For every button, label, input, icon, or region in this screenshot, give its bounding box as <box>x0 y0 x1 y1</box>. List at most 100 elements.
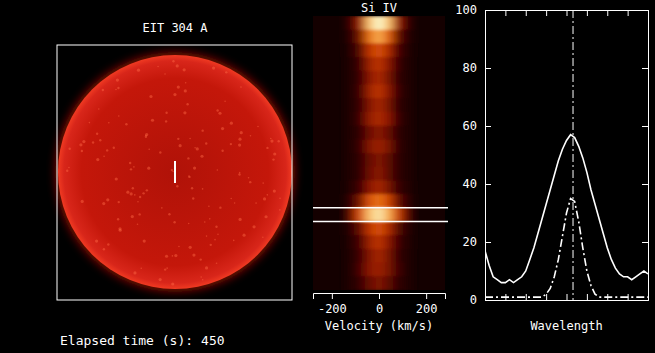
sun-speckle <box>217 233 219 235</box>
sun-speckle <box>219 206 221 208</box>
sun-speckle <box>230 122 233 125</box>
cell <box>355 194 364 208</box>
cell <box>403 167 412 181</box>
tick <box>526 294 527 300</box>
tick <box>607 10 608 16</box>
sun-speckle <box>216 262 218 264</box>
cell <box>346 98 355 112</box>
cell <box>393 139 402 153</box>
sun-speckle <box>103 248 105 250</box>
sun-speckle <box>204 221 206 223</box>
sun-speckle <box>177 85 180 88</box>
sun-speckle <box>240 86 242 88</box>
sun-speckle <box>115 89 117 91</box>
sun-speckle <box>177 138 179 140</box>
sun-speckle <box>205 266 208 269</box>
cell <box>403 208 412 222</box>
tick-mark <box>485 184 491 185</box>
sun-speckle <box>176 185 178 187</box>
tick <box>526 10 527 16</box>
sun-speckle <box>140 267 142 269</box>
sun-speckle <box>272 158 274 160</box>
cell <box>374 98 383 112</box>
cell <box>374 126 383 140</box>
cell <box>365 16 374 30</box>
panel-title: Si IV <box>361 1 397 15</box>
profile-panel: 020406080100Wavelength <box>455 3 648 333</box>
cell <box>365 43 374 57</box>
cell <box>365 85 374 99</box>
image-frame <box>57 45 292 300</box>
cell <box>384 194 393 208</box>
sun-speckle <box>115 177 118 180</box>
cell <box>374 222 383 236</box>
sun-speckle <box>192 197 194 199</box>
cell <box>403 43 412 57</box>
tick-mark <box>485 10 486 16</box>
cell <box>346 71 355 85</box>
cell <box>365 208 374 222</box>
cell <box>393 126 402 140</box>
sun-speckle <box>230 198 232 200</box>
cell <box>374 153 383 167</box>
sun-speckle <box>168 213 170 215</box>
cell <box>374 194 383 208</box>
cell <box>374 263 383 277</box>
sun-speckle <box>221 150 223 152</box>
sun-speckle <box>215 226 217 228</box>
cells <box>346 16 412 290</box>
tick: -200 <box>318 293 347 316</box>
cell <box>355 98 364 112</box>
sun-speckle <box>130 168 132 170</box>
tick <box>567 10 568 16</box>
cell <box>355 235 364 249</box>
sun-speckle <box>234 202 236 204</box>
sun-speckle <box>98 108 100 110</box>
sun-speckle <box>103 156 105 158</box>
cell <box>403 85 412 99</box>
tick-mark <box>485 126 491 127</box>
cell <box>346 57 355 71</box>
elapsed-time: Elapsed time (s):450 <box>60 333 225 348</box>
cell <box>393 57 402 71</box>
profile-line <box>485 135 648 283</box>
tick-mark <box>642 242 648 243</box>
cell <box>346 180 355 194</box>
cell <box>403 57 412 71</box>
sun-speckle <box>95 239 98 242</box>
sun-speckle <box>165 255 168 258</box>
tick-label: 200 <box>416 302 438 316</box>
tick <box>505 10 506 16</box>
cell <box>365 222 374 236</box>
sun-speckle <box>159 278 162 281</box>
sun-speckle <box>277 140 279 142</box>
sun-speckle <box>224 101 226 103</box>
image-panel: EIT 304 AElapsed time (s):450 <box>55 21 295 348</box>
tick <box>485 10 486 16</box>
sun-speckle <box>132 187 134 189</box>
sun-speckle <box>240 131 243 134</box>
plot-background <box>313 16 445 290</box>
tick <box>642 184 648 185</box>
sun-speckle <box>171 282 174 285</box>
cell <box>365 235 374 249</box>
cell <box>346 208 355 222</box>
sun-speckle <box>113 147 115 149</box>
cell <box>384 180 393 194</box>
sun-speckle <box>159 151 161 153</box>
tick-label: 0 <box>376 302 383 316</box>
cell <box>384 112 393 126</box>
sun-speckle <box>165 112 167 114</box>
sun-speckle <box>137 223 139 225</box>
cell <box>384 43 393 57</box>
sun-speckle <box>118 201 120 203</box>
sun-speckle <box>129 162 131 164</box>
sun-speckle <box>133 166 135 168</box>
axis-line <box>314 294 446 300</box>
tick: 200 <box>416 293 438 316</box>
cell <box>346 153 355 167</box>
cell <box>384 263 393 277</box>
cell <box>403 180 412 194</box>
sun-speckle <box>131 215 134 218</box>
sun-speckle <box>225 71 227 73</box>
